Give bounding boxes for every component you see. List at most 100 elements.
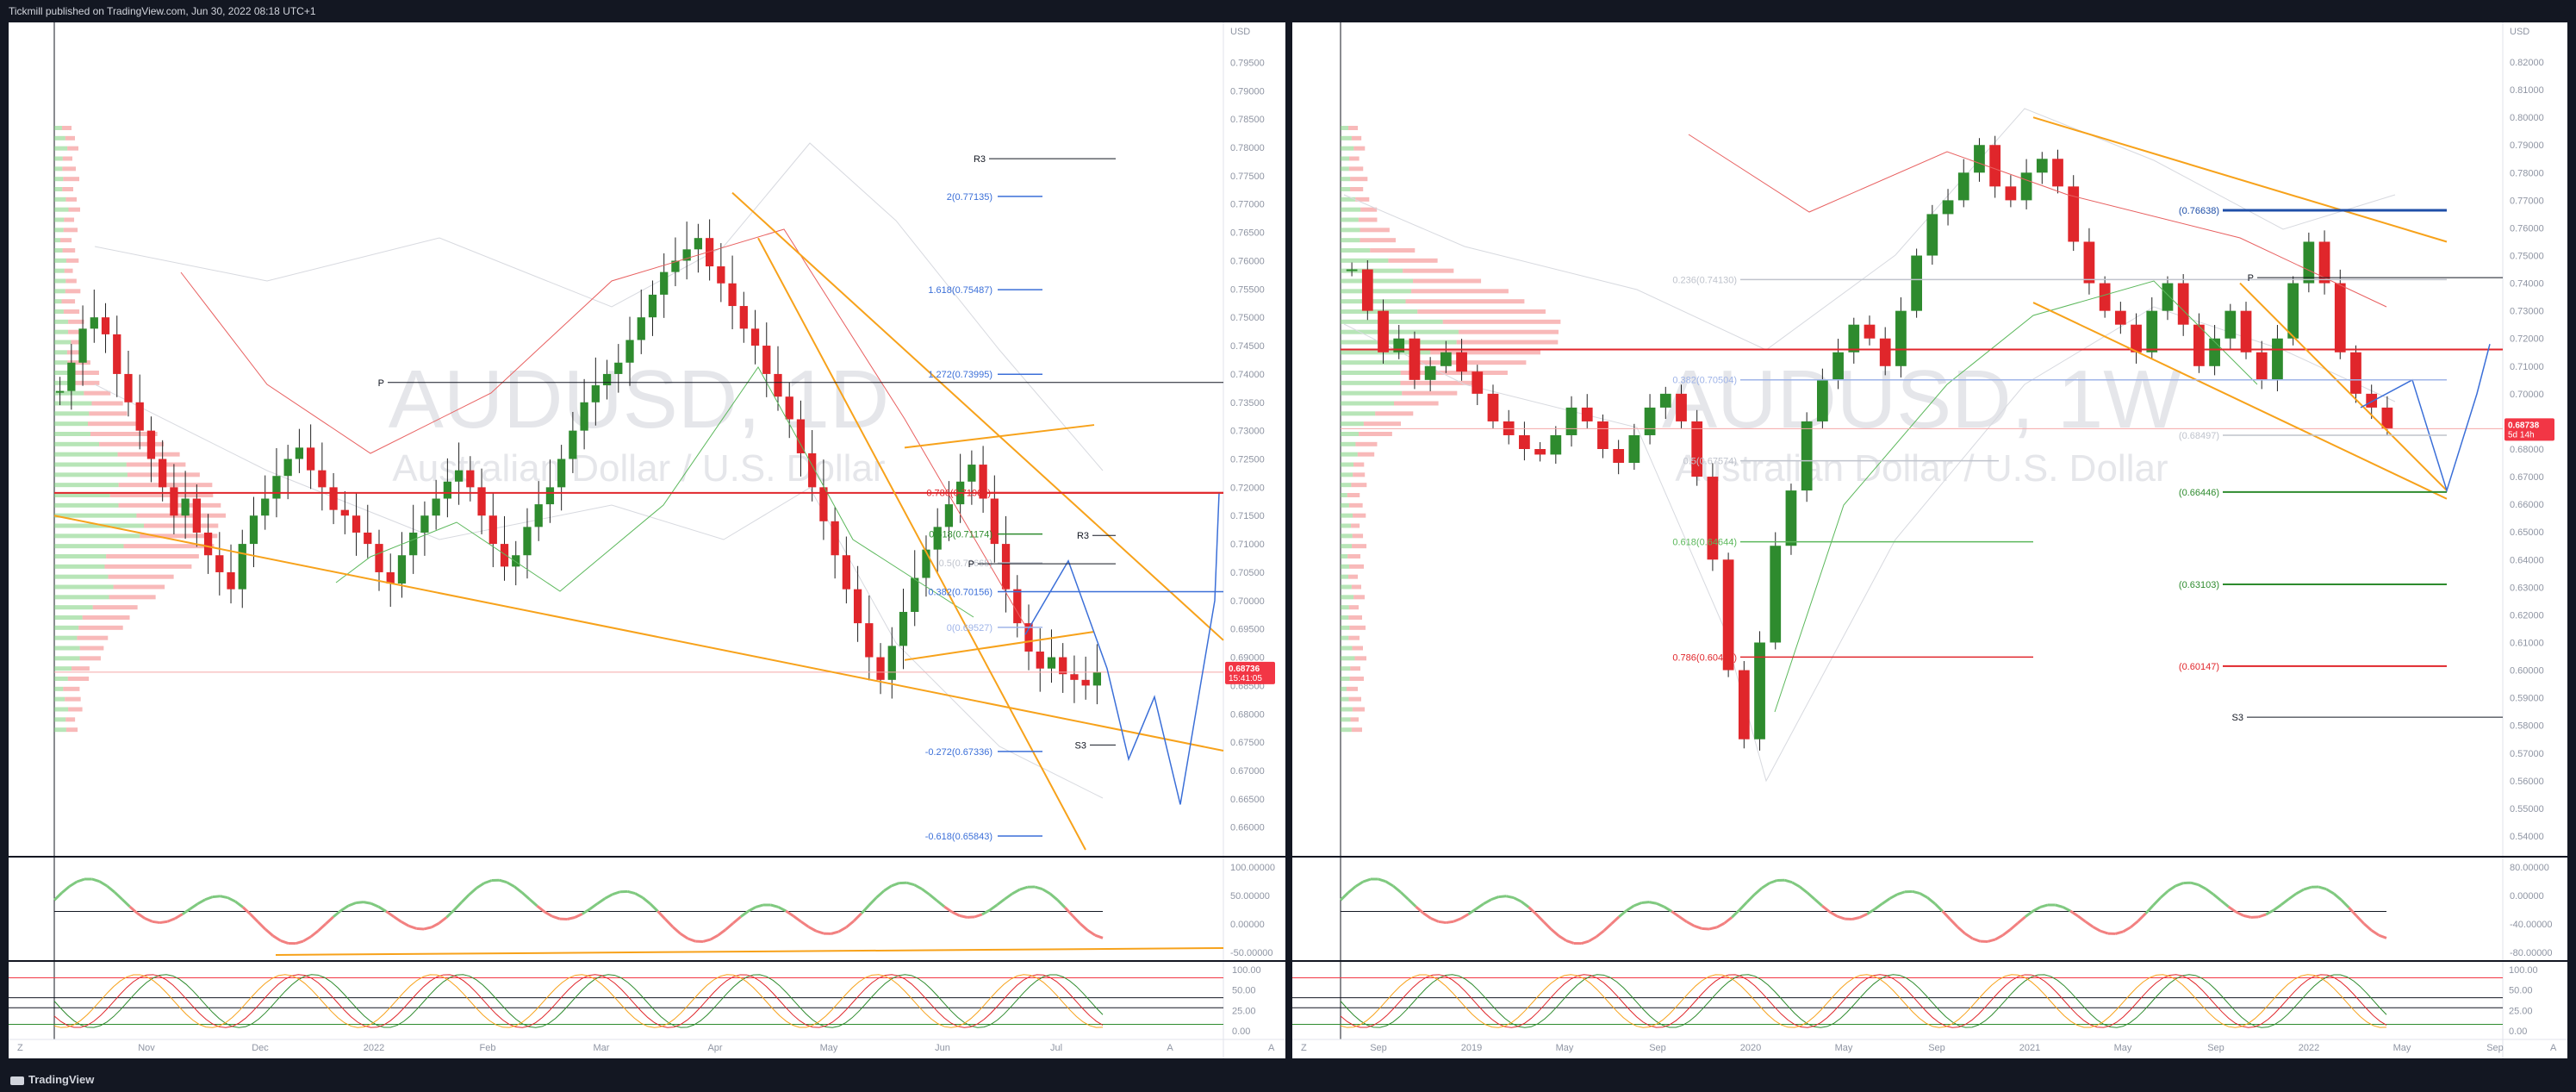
volume-profile-up-bar [1341, 502, 1349, 508]
candle-body [1550, 434, 1562, 455]
price-tick-label: 0.74500 [1230, 341, 1265, 352]
volume-profile-up-bar [54, 493, 110, 497]
volume-profile-down-bar [64, 268, 73, 273]
volume-profile-up-bar [54, 635, 78, 640]
rsi-segment [1438, 920, 1447, 925]
volume-profile-down-bar [65, 696, 81, 702]
volume-profile-down-bar [1349, 677, 1364, 681]
left-chart-pane[interactable]: AUDUSD, 1D Australian Dollar / U.S. Dolla… [9, 22, 1285, 1058]
rsi-segment [1814, 898, 1823, 908]
right-chart-pane[interactable]: AUDUSD, 1W Australian Dollar / U.S. Dolla… [1292, 22, 2567, 1058]
volatility-band-upper [94, 142, 1104, 471]
trailing-stop-green [335, 366, 974, 618]
stoch-line [1340, 974, 2387, 1028]
rsi-segment [656, 910, 667, 920]
rsi-segment [272, 934, 282, 942]
corner-label-z: Z [17, 1043, 23, 1053]
rsi-segment [1528, 906, 1538, 915]
volume-profile-up-bar [1341, 228, 1360, 233]
price-tick-label: 0.72500 [1230, 455, 1265, 465]
rsi-segment [2009, 922, 2019, 931]
volume-profile-down-bar [66, 350, 84, 355]
candle-body [1911, 255, 1922, 311]
rsi-segment [416, 927, 425, 931]
last-price-tag [2504, 418, 2554, 441]
rsi-tick-label: 50.00000 [1230, 891, 1270, 902]
volume-profile-down-bar [1393, 401, 1439, 406]
stoch-tick-label: 100.00 [2509, 965, 2538, 976]
fib-level-label: 0.618(0.71174) [929, 530, 992, 540]
candle-body [580, 402, 588, 431]
candle-body [682, 249, 691, 261]
rsi-segment [2197, 883, 2207, 890]
volume-profile-up-bar [54, 401, 92, 406]
rsi-segment [793, 914, 802, 923]
volume-profile-down-bar [77, 635, 109, 640]
rsi-segment [702, 938, 712, 943]
stoch-tick-label: 25.00 [1232, 1006, 1256, 1016]
rsi-segment [114, 891, 123, 901]
candle-body [660, 271, 669, 295]
candle-body [488, 515, 497, 545]
volume-profile-down-bar [1348, 564, 1365, 569]
rsi-segment [1941, 910, 1951, 920]
rsi-segment [671, 926, 681, 935]
rsi-segment [1079, 922, 1089, 932]
price-tick-label: 0.75000 [1230, 313, 1265, 323]
volume-profile-up-bar [54, 207, 69, 212]
volume-profile-up-bar [54, 299, 62, 304]
rsi-segment [68, 880, 78, 888]
rsi-segment [174, 913, 184, 920]
bar-countdown: 15:41:05 [1229, 674, 1262, 683]
rsi-segment [2332, 892, 2343, 902]
candle-body [1722, 559, 1734, 671]
volume-profile-down-bar [126, 462, 186, 467]
tradingview-logo[interactable]: TradingView [10, 1073, 94, 1086]
volume-profile-down-bar [1355, 197, 1370, 202]
rsi-segment [460, 893, 470, 903]
price-axis-bg [1223, 22, 1285, 1058]
candle-body [1036, 651, 1044, 669]
rsi-segment [506, 881, 515, 889]
rsi-segment [60, 885, 71, 895]
candle-body [1864, 324, 1876, 339]
rsi-segment [1094, 933, 1104, 939]
volume-profile-up-bar [54, 258, 66, 263]
rsi-segment [2205, 888, 2215, 895]
volume-profile-up-bar [1341, 564, 1349, 569]
volume-profile-down-bar [1359, 432, 1392, 436]
time-tick-label: Sep [2207, 1043, 2224, 1053]
volume-profile-down-bar [1351, 584, 1362, 590]
volume-profile-up-bar [54, 380, 74, 385]
rsi-segment [53, 891, 63, 902]
rsi-segment [280, 939, 289, 945]
volume-profile-up-bar [1341, 217, 1359, 222]
volume-profile-down-bar [90, 432, 158, 436]
rsi-segment [2024, 910, 2034, 918]
volume-profile-up-bar [1341, 615, 1349, 620]
rsi-segment [717, 928, 727, 937]
volume-profile-up-bar [54, 666, 72, 671]
rsi-segment [1490, 895, 1499, 902]
volume-profile-down-bar [108, 574, 174, 579]
rsi-segment [2265, 908, 2274, 916]
candle-body [1754, 642, 1765, 739]
volume-profile-up-bar [1341, 727, 1352, 733]
volume-profile-up-bar [54, 462, 127, 467]
volume-profile-down-bar [140, 534, 218, 539]
time-tick-label: Jun [935, 1043, 950, 1053]
volume-profile-up-bar [54, 309, 64, 314]
volume-profile-down-bar [1348, 502, 1363, 508]
volume-profile-down-bar [1456, 340, 1559, 345]
volume-profile-down-bar [61, 299, 76, 304]
price-tick-label: 0.65000 [2510, 527, 2544, 538]
rsi-segment [1362, 877, 1372, 883]
volume-profile-down-bar [65, 289, 81, 294]
fib-level-label: 0.236(0.74130) [1672, 275, 1737, 285]
price-tick-label: 0.75500 [1230, 284, 1265, 295]
volume-profile-down-bar [82, 615, 130, 620]
rsi-segment [1535, 913, 1545, 923]
volume-profile-down-bar [1348, 635, 1360, 640]
